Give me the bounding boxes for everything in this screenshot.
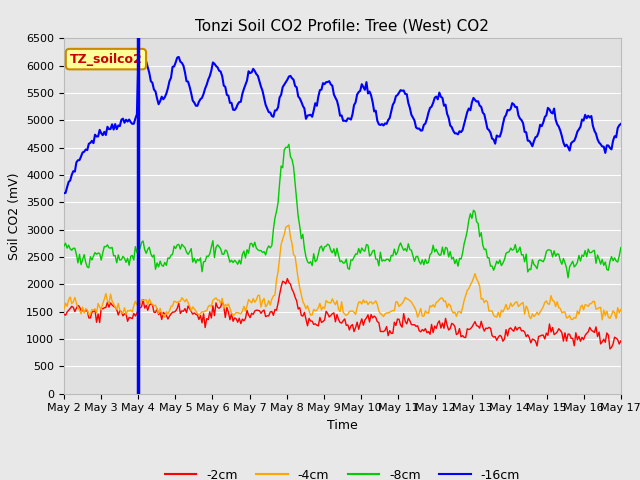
Text: TZ_soilco2: TZ_soilco2 bbox=[70, 53, 142, 66]
Legend: -2cm, -4cm, -8cm, -16cm: -2cm, -4cm, -8cm, -16cm bbox=[160, 464, 525, 480]
X-axis label: Time: Time bbox=[327, 419, 358, 432]
Y-axis label: Soil CO2 (mV): Soil CO2 (mV) bbox=[8, 172, 20, 260]
Title: Tonzi Soil CO2 Profile: Tree (West) CO2: Tonzi Soil CO2 Profile: Tree (West) CO2 bbox=[195, 18, 490, 33]
